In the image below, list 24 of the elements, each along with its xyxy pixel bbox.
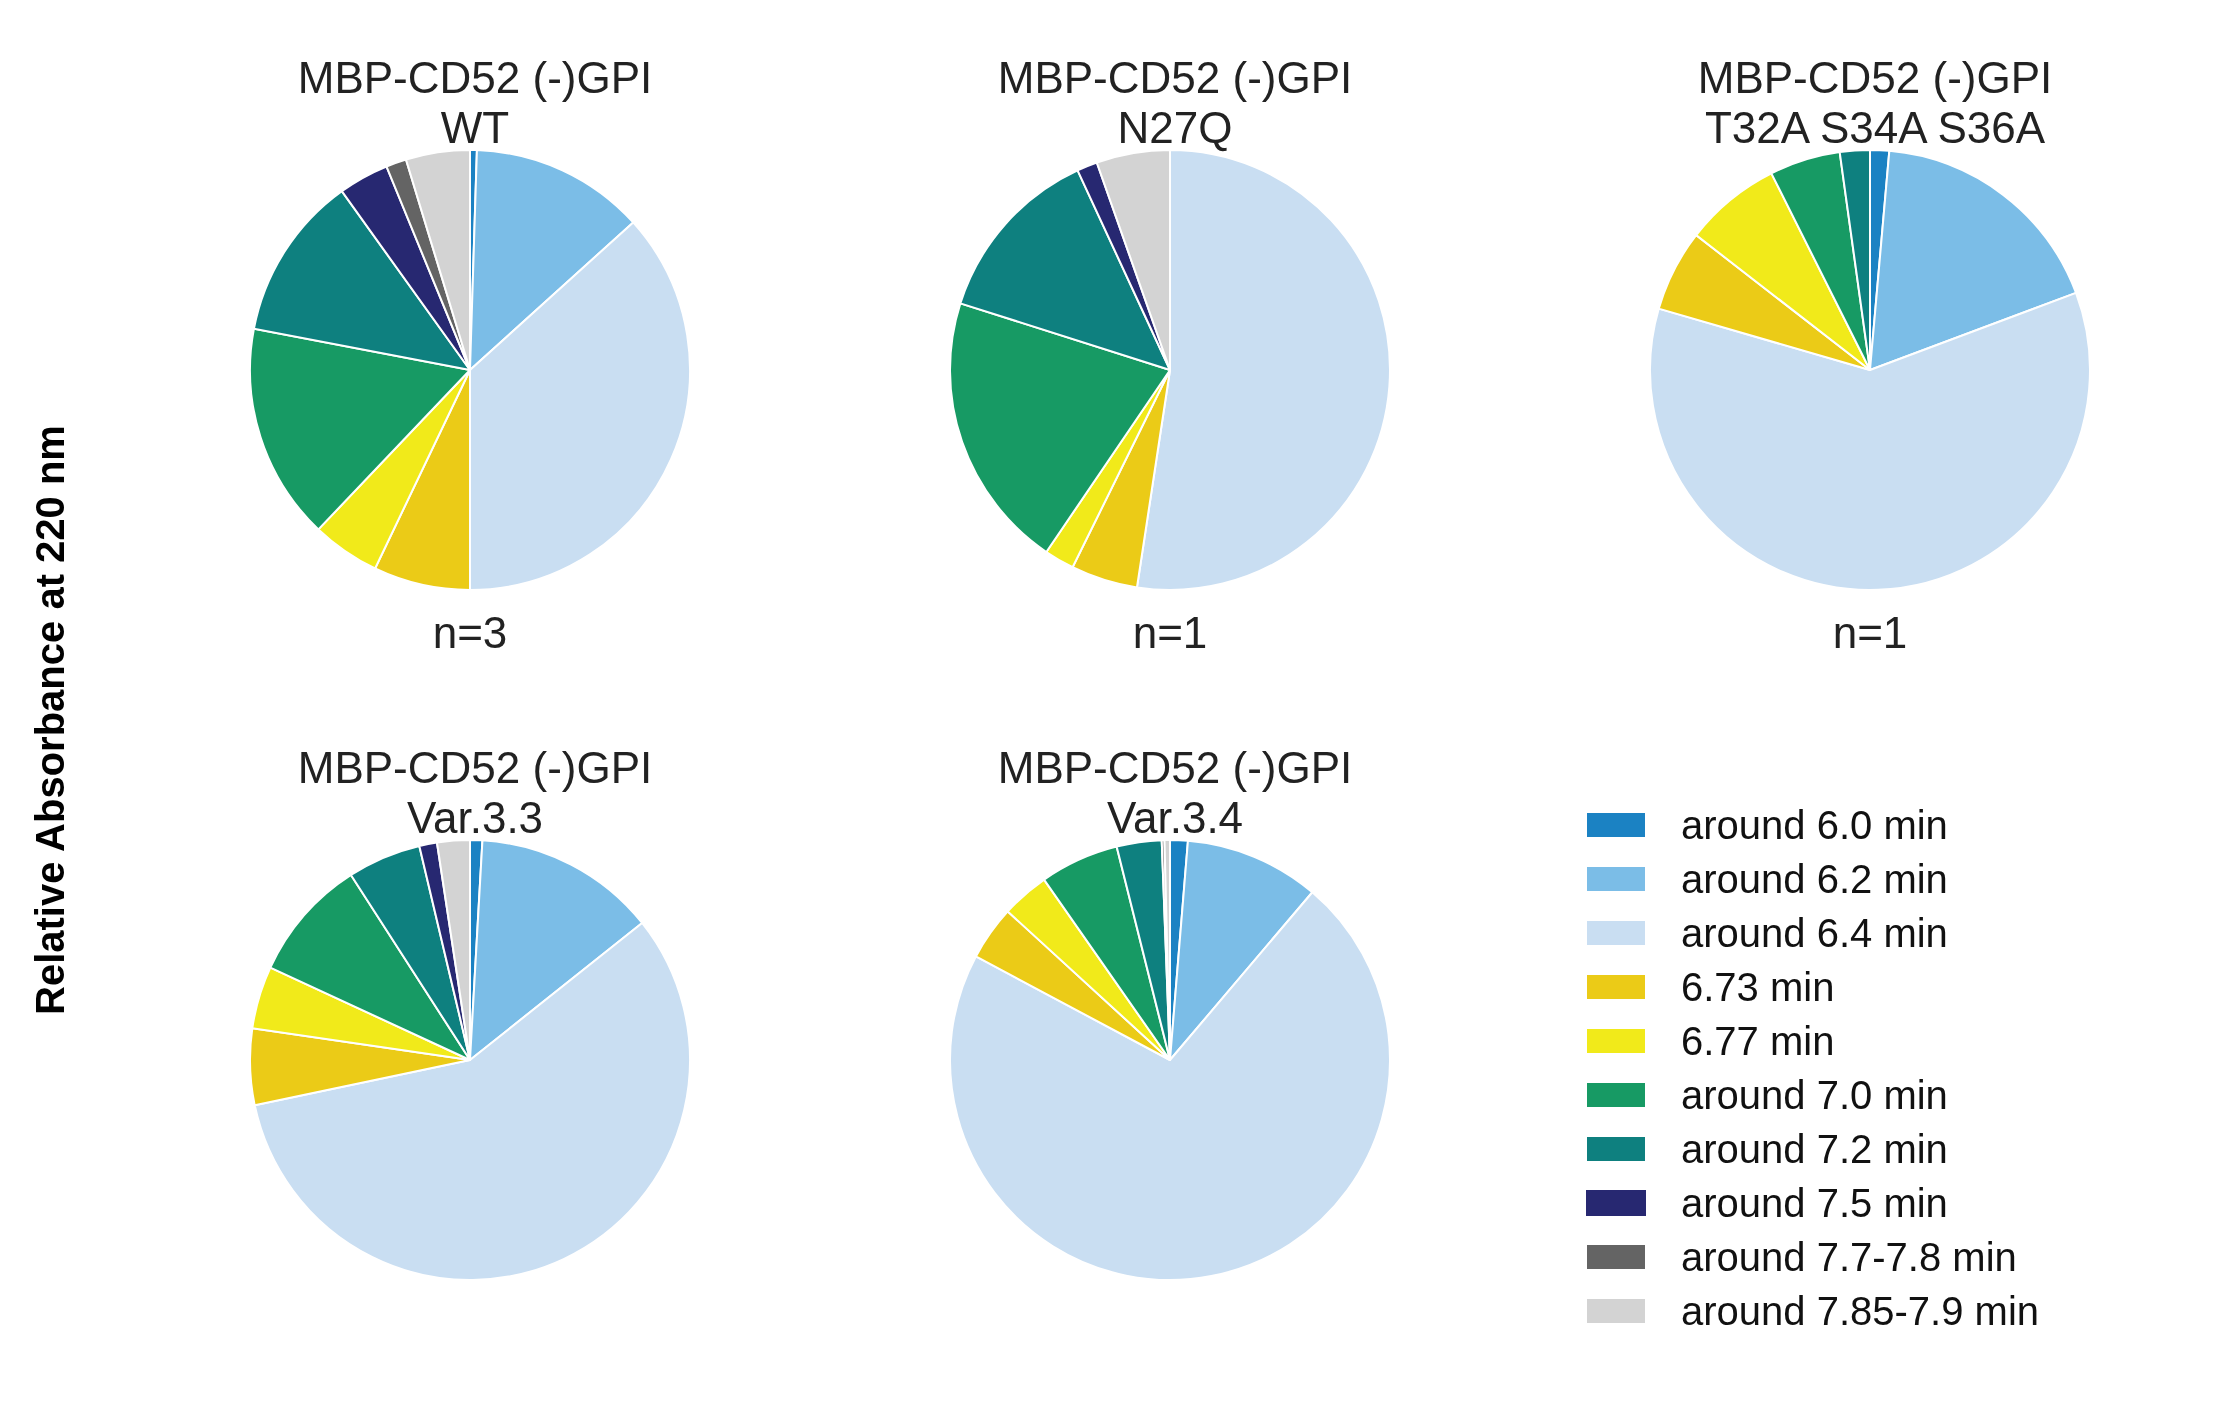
text: n=1: [1132, 607, 1208, 657]
chart-subtitle: N27Q: [1117, 102, 1233, 152]
chart-title: MBP-CD52 (-)GPI: [297, 742, 653, 792]
legend-label: around 7.0 min: [1681, 1073, 1948, 1117]
chart-subtitle: T32A S34A S36A: [1704, 102, 2046, 152]
chart-title: MBP-CD52 (-)GPI: [997, 742, 1353, 792]
chart-subtitle: WT: [440, 102, 510, 152]
legend-label: around 7.2 min: [1681, 1127, 1948, 1171]
chart-title: MBP-CD52 (-)GPI: [297, 52, 653, 102]
legend-label: 6.77 min: [1681, 1019, 1835, 1063]
text: Relative Absorbance at 220 nm: [27, 425, 73, 1015]
legend-label: around 7.7-7.8 min: [1681, 1235, 2017, 1279]
legend-label: around 6.2 min: [1681, 857, 1948, 901]
legend-label: around 6.0 min: [1681, 803, 1948, 847]
chart-subtitle: Var.3.4: [1106, 792, 1244, 842]
chart-subtitle: Var.3.3: [406, 792, 544, 842]
chart-title: MBP-CD52 (-)GPI: [1697, 52, 2053, 102]
legend-label: around 7.5 min: [1681, 1181, 1948, 1225]
legend-label: around 6.4 min: [1681, 911, 1948, 955]
text: n=3: [432, 607, 508, 657]
legend-label: 6.73 min: [1681, 965, 1835, 1009]
legend-label: around 7.85-7.9 min: [1681, 1289, 2040, 1333]
text: n=1: [1832, 607, 1908, 657]
chart-title: MBP-CD52 (-)GPI: [997, 52, 1353, 102]
